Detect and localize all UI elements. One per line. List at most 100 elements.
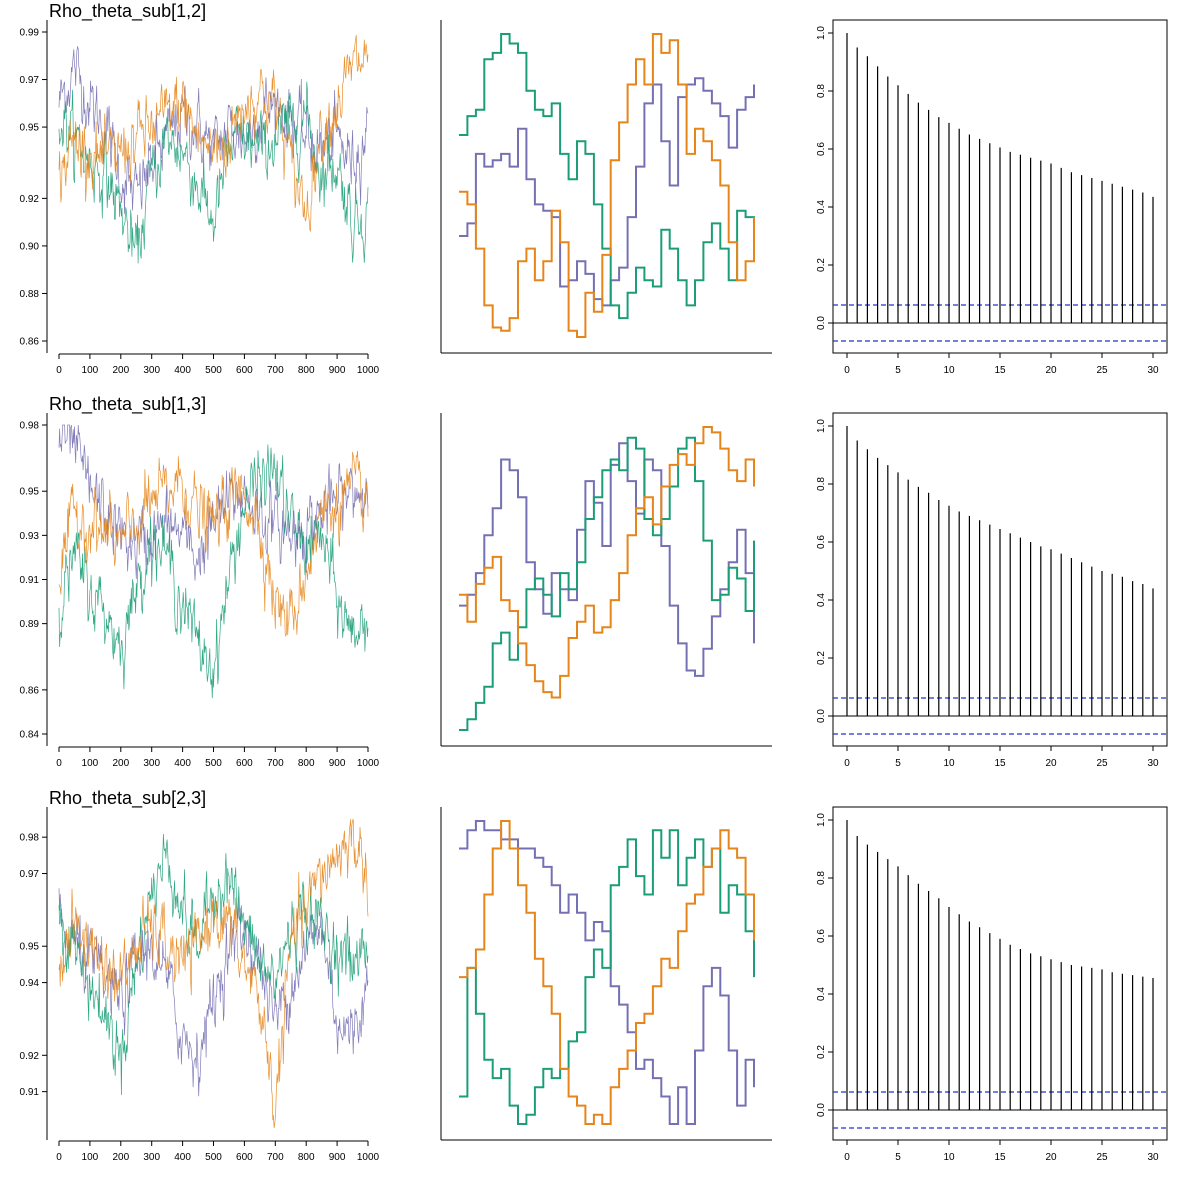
acf-x-tick-label: 30 (1147, 1152, 1159, 1163)
trace-series-line (58, 450, 369, 637)
acf-x-tick-label: 25 (1096, 1152, 1108, 1163)
zoom-series-line (459, 829, 755, 1125)
acf-x-tick-label: 20 (1045, 365, 1057, 376)
acf-y-tick-label: 0.0 (816, 316, 827, 330)
acf-x-tick-label: 0 (844, 1152, 850, 1163)
x-tick-label: 500 (205, 758, 222, 769)
acf-x-tick-label: 25 (1096, 758, 1108, 769)
acf-x-tick-label: 5 (895, 1152, 901, 1163)
acf-y-tick-label: 0.6 (816, 929, 827, 943)
x-tick-label: 500 (205, 365, 222, 376)
trace-panel: Rho_theta_sub[1,2] 0.86 0.88 0.90 0.92 0.95 0.… (20, 1, 380, 376)
y-tick-label: 0.93 (20, 531, 40, 542)
acf-x-tick-label: 25 (1096, 365, 1108, 376)
y-tick-label: 0.88 (20, 289, 40, 300)
y-tick-label: 0.98 (20, 833, 40, 844)
x-tick-label: 1000 (357, 365, 380, 376)
acf-x-tick-label: 30 (1147, 365, 1159, 376)
x-tick-label: 800 (298, 758, 315, 769)
acf-panel: 0.0 0.2 0.4 0.6 0.8 1.0 0 5 10 15 20 25 30 (816, 806, 1168, 1163)
x-tick-label: 200 (112, 758, 129, 769)
acf-y-tick-label: 1.0 (816, 419, 827, 433)
x-tick-label: 700 (267, 758, 284, 769)
acf-y-tick-label: 0.6 (816, 535, 827, 549)
y-tick-label: 0.97 (20, 869, 40, 880)
trace-series-line (58, 444, 369, 699)
x-tick-label: 900 (329, 1152, 346, 1163)
x-tick-label: 100 (82, 1152, 99, 1163)
x-tick-label: 400 (174, 1152, 191, 1163)
x-tick-label: 300 (143, 758, 160, 769)
x-tick-label: 500 (205, 1152, 222, 1163)
zoom-series-line (459, 33, 755, 338)
x-tick-label: 600 (236, 1152, 253, 1163)
acf-y-tick-label: 0.8 (816, 477, 827, 491)
x-tick-label: 200 (112, 1152, 129, 1163)
acf-y-tick-label: 0.4 (816, 987, 827, 1001)
zoom-series-line (459, 426, 755, 699)
y-tick-label: 0.86 (20, 685, 40, 696)
x-tick-label: 800 (298, 1152, 315, 1163)
x-tick-label: 600 (236, 758, 253, 769)
y-tick-label: 0.86 (20, 337, 40, 348)
acf-x-tick-label: 5 (895, 365, 901, 376)
y-tick-label: 0.99 (20, 28, 40, 39)
zoom-series-line (459, 442, 755, 677)
x-tick-label: 100 (82, 758, 99, 769)
x-tick-label: 900 (329, 365, 346, 376)
acf-x-tick-label: 20 (1045, 1152, 1057, 1163)
trace-panel: Rho_theta_sub[2,3] 0.91 0.92 0.94 0.95 0.97 0.… (20, 788, 380, 1163)
x-tick-label: 0 (56, 758, 62, 769)
x-tick-label: 700 (267, 1152, 284, 1163)
trace-series-line (58, 424, 369, 581)
trace-panel: Rho_theta_sub[1,3] 0.84 0.86 0.89 0.91 0.93 0.… (20, 394, 380, 769)
zoom-series-line (459, 77, 755, 307)
y-tick-label: 0.89 (20, 619, 40, 630)
acf-panel: 0.0 0.2 0.4 0.6 0.8 1.0 0 5 10 15 20 25 30 (816, 412, 1168, 769)
acf-y-tick-label: 0.2 (816, 258, 827, 272)
x-tick-label: 0 (56, 365, 62, 376)
acf-x-tick-label: 0 (844, 365, 850, 376)
zoom-series-line (459, 33, 755, 320)
x-tick-label: 400 (174, 365, 191, 376)
trace-series-line (58, 888, 369, 1097)
zoom-series-line (459, 820, 755, 1125)
y-tick-label: 0.95 (20, 123, 40, 134)
acf-y-tick-label: 1.0 (816, 813, 827, 827)
panel-title: Rho_theta_sub[1,3] (49, 394, 206, 415)
acf-x-tick-label: 15 (994, 1152, 1006, 1163)
acf-x-tick-label: 10 (943, 365, 955, 376)
y-tick-label: 0.91 (20, 575, 40, 586)
acf-y-tick-label: 0.0 (816, 709, 827, 723)
zoom-panel (440, 807, 772, 1141)
x-tick-label: 900 (329, 758, 346, 769)
y-tick-label: 0.92 (20, 194, 40, 205)
acf-y-tick-label: 0.8 (816, 871, 827, 885)
y-tick-label: 0.94 (20, 978, 40, 989)
y-tick-label: 0.90 (20, 241, 40, 252)
zoom-panel (440, 20, 772, 354)
y-tick-label: 0.92 (20, 1051, 40, 1062)
y-tick-label: 0.95 (20, 942, 40, 953)
acf-x-tick-label: 10 (943, 1152, 955, 1163)
acf-x-tick-label: 30 (1147, 758, 1159, 769)
panel-title: Rho_theta_sub[1,2] (49, 1, 206, 22)
acf-y-tick-label: 0.6 (816, 142, 827, 156)
panel-title: Rho_theta_sub[2,3] (49, 788, 206, 809)
x-tick-label: 0 (56, 1152, 62, 1163)
x-tick-label: 800 (298, 365, 315, 376)
acf-x-tick-label: 20 (1045, 758, 1057, 769)
acf-x-tick-label: 0 (844, 758, 850, 769)
y-tick-label: 0.84 (20, 730, 40, 741)
trace-series-line (58, 81, 369, 264)
y-tick-label: 0.97 (20, 75, 40, 86)
acf-y-tick-label: 0.0 (816, 1103, 827, 1117)
zoom-series-line (459, 436, 755, 731)
acf-x-tick-label: 5 (895, 758, 901, 769)
x-tick-label: 400 (174, 758, 191, 769)
x-tick-label: 300 (143, 1152, 160, 1163)
acf-x-tick-label: 15 (994, 758, 1006, 769)
trace-series-line (58, 35, 369, 232)
zoom-panel (440, 413, 772, 747)
